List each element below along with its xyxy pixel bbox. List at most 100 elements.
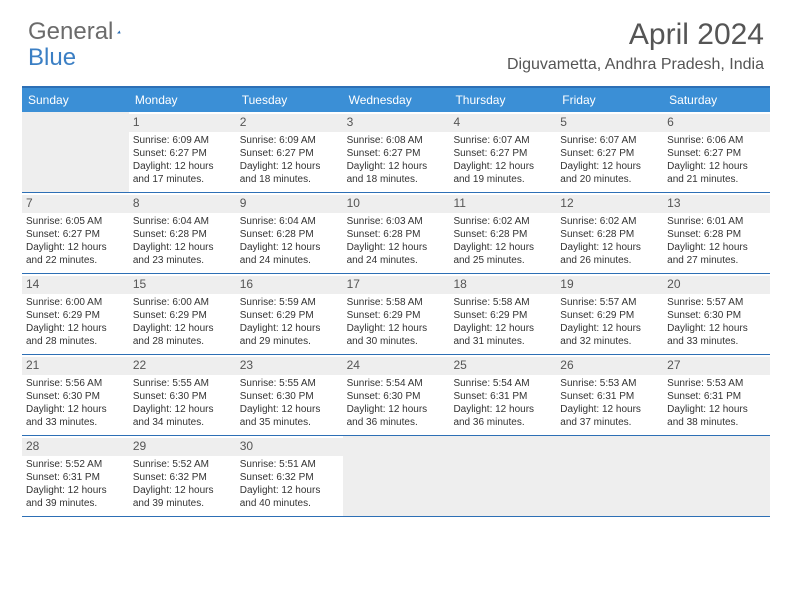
daylight-line: Daylight: 12 hours and 32 minutes.: [560, 322, 659, 348]
sunrise-line: Sunrise: 5:53 AM: [560, 377, 659, 390]
day-cell: 30Sunrise: 5:51 AMSunset: 6:32 PMDayligh…: [236, 436, 343, 516]
sunrise-line: Sunrise: 6:07 AM: [453, 134, 552, 147]
sunrise-line: Sunrise: 5:54 AM: [453, 377, 552, 390]
day-cell: 2Sunrise: 6:09 AMSunset: 6:27 PMDaylight…: [236, 112, 343, 192]
day-cell: 25Sunrise: 5:54 AMSunset: 6:31 PMDayligh…: [449, 355, 556, 435]
day-number: 5: [556, 114, 663, 132]
day-number: 22: [129, 357, 236, 375]
sunrise-line: Sunrise: 5:55 AM: [240, 377, 339, 390]
day-cell: 6 Sunrise: 6:06 AMSunset: 6:27 PMDaylight…: [663, 112, 770, 192]
week-row: 28Sunrise: 5:52 AMSunset: 6:31 PMDayligh…: [22, 436, 770, 517]
daylight-line: Daylight: 12 hours and 35 minutes.: [240, 403, 339, 429]
sunset-line: Sunset: 6:27 PM: [347, 147, 446, 160]
daylight-line: Daylight: 12 hours and 34 minutes.: [133, 403, 232, 429]
day-cell-empty: [556, 436, 663, 516]
sunrise-line: Sunrise: 5:57 AM: [667, 296, 766, 309]
week-row: 1Sunrise: 6:09 AMSunset: 6:27 PMDaylight…: [22, 112, 770, 193]
sunrise-line: Sunrise: 6:00 AM: [26, 296, 125, 309]
day-number: 2: [236, 114, 343, 132]
daylight-line: Daylight: 12 hours and 26 minutes.: [560, 241, 659, 267]
day-header-wednesday: Wednesday: [343, 88, 450, 112]
sunset-line: Sunset: 6:32 PM: [240, 471, 339, 484]
day-number: 1: [129, 114, 236, 132]
day-cell-empty: [22, 112, 129, 192]
day-header-row: SundayMondayTuesdayWednesdayThursdayFrid…: [22, 88, 770, 112]
day-cell: 13Sunrise: 6:01 AMSunset: 6:28 PMDayligh…: [663, 193, 770, 273]
sunrise-line: Sunrise: 5:58 AM: [453, 296, 552, 309]
day-cell: 24 Sunrise: 5:54 AMSunset: 6:30 PMDayligh…: [343, 355, 450, 435]
sunset-line: Sunset: 6:28 PM: [240, 228, 339, 241]
sunrise-line: Sunrise: 5:55 AM: [133, 377, 232, 390]
day-cell: 10Sunrise: 6:03 AMSunset: 6:28 PMDayligh…: [343, 193, 450, 273]
sunrise-line: Sunrise: 6:09 AM: [240, 134, 339, 147]
page-header: General April 2024 Diguvametta, Andhra P…: [0, 0, 792, 78]
sunset-line: Sunset: 6:31 PM: [453, 390, 552, 403]
sunset-line: Sunset: 6:30 PM: [26, 390, 125, 403]
day-number: 24: [343, 357, 450, 375]
day-cell: 4Sunrise: 6:07 AMSunset: 6:27 PMDaylight…: [449, 112, 556, 192]
day-cell: 18Sunrise: 5:58 AMSunset: 6:29 PMDayligh…: [449, 274, 556, 354]
sunrise-line: Sunrise: 6:08 AM: [347, 134, 446, 147]
daylight-line: Daylight: 12 hours and 29 minutes.: [240, 322, 339, 348]
sunset-line: Sunset: 6:31 PM: [26, 471, 125, 484]
daylight-line: Daylight: 12 hours and 18 minutes.: [347, 160, 446, 186]
day-cell: 14Sunrise: 6:00 AMSunset: 6:29 PMDayligh…: [22, 274, 129, 354]
sunset-line: Sunset: 6:27 PM: [667, 147, 766, 160]
day-number: 19: [556, 276, 663, 294]
day-number: 21: [22, 357, 129, 375]
sunset-line: Sunset: 6:28 PM: [667, 228, 766, 241]
title-block: April 2024 Diguvametta, Andhra Pradesh, …: [507, 18, 764, 74]
sunset-line: Sunset: 6:30 PM: [133, 390, 232, 403]
day-cell: 22 Sunrise: 5:55 AMSunset: 6:30 PMDayligh…: [129, 355, 236, 435]
sunset-line: Sunset: 6:32 PM: [133, 471, 232, 484]
day-number: 27: [663, 357, 770, 375]
day-cell: 17Sunrise: 5:58 AMSunset: 6:29 PMDayligh…: [343, 274, 450, 354]
day-cell: 29Sunrise: 5:52 AMSunset: 6:32 PMDayligh…: [129, 436, 236, 516]
day-number: 6: [663, 114, 770, 132]
day-number: 18: [449, 276, 556, 294]
logo-triangle-icon: [117, 23, 121, 41]
day-cell: 11Sunrise: 6:02 AMSunset: 6:28 PMDayligh…: [449, 193, 556, 273]
day-header-tuesday: Tuesday: [236, 88, 343, 112]
sunrise-line: Sunrise: 5:53 AM: [667, 377, 766, 390]
daylight-line: Daylight: 12 hours and 17 minutes.: [133, 160, 232, 186]
sunset-line: Sunset: 6:29 PM: [26, 309, 125, 322]
daylight-line: Daylight: 12 hours and 28 minutes.: [133, 322, 232, 348]
daylight-line: Daylight: 12 hours and 20 minutes.: [560, 160, 659, 186]
sunrise-line: Sunrise: 5:54 AM: [347, 377, 446, 390]
day-cell: 20Sunrise: 5:57 AMSunset: 6:30 PMDayligh…: [663, 274, 770, 354]
day-cell: 21Sunrise: 5:56 AMSunset: 6:30 PMDayligh…: [22, 355, 129, 435]
location-text: Diguvametta, Andhra Pradesh, India: [507, 56, 764, 74]
sunset-line: Sunset: 6:30 PM: [240, 390, 339, 403]
sunset-line: Sunset: 6:30 PM: [347, 390, 446, 403]
daylight-line: Daylight: 12 hours and 24 minutes.: [347, 241, 446, 267]
day-cell: 9Sunrise: 6:04 AMSunset: 6:28 PMDaylight…: [236, 193, 343, 273]
day-number: 25: [449, 357, 556, 375]
day-number: 4: [449, 114, 556, 132]
sunset-line: Sunset: 6:27 PM: [240, 147, 339, 160]
sunrise-line: Sunrise: 6:00 AM: [133, 296, 232, 309]
day-cell: 19Sunrise: 5:57 AMSunset: 6:29 PMDayligh…: [556, 274, 663, 354]
sunset-line: Sunset: 6:28 PM: [347, 228, 446, 241]
sunrise-line: Sunrise: 5:51 AM: [240, 458, 339, 471]
day-cell: 27Sunrise: 5:53 AMSunset: 6:31 PMDayligh…: [663, 355, 770, 435]
day-cell-empty: [449, 436, 556, 516]
logo: General: [28, 18, 141, 46]
daylight-line: Daylight: 12 hours and 25 minutes.: [453, 241, 552, 267]
daylight-line: Daylight: 12 hours and 36 minutes.: [347, 403, 446, 429]
sunrise-line: Sunrise: 6:07 AM: [560, 134, 659, 147]
sunset-line: Sunset: 6:27 PM: [26, 228, 125, 241]
sunrise-line: Sunrise: 6:03 AM: [347, 215, 446, 228]
day-number: 29: [129, 438, 236, 456]
day-header-sunday: Sunday: [22, 88, 129, 112]
day-number: 9: [236, 195, 343, 213]
daylight-line: Daylight: 12 hours and 31 minutes.: [453, 322, 552, 348]
month-title: April 2024: [507, 18, 764, 52]
sunset-line: Sunset: 6:29 PM: [240, 309, 339, 322]
daylight-line: Daylight: 12 hours and 21 minutes.: [667, 160, 766, 186]
logo-sub: Blue: [28, 44, 76, 72]
day-cell: 12Sunrise: 6:02 AMSunset: 6:28 PMDayligh…: [556, 193, 663, 273]
day-cell: 1Sunrise: 6:09 AMSunset: 6:27 PMDaylight…: [129, 112, 236, 192]
daylight-line: Daylight: 12 hours and 33 minutes.: [26, 403, 125, 429]
sunrise-line: Sunrise: 6:06 AM: [667, 134, 766, 147]
